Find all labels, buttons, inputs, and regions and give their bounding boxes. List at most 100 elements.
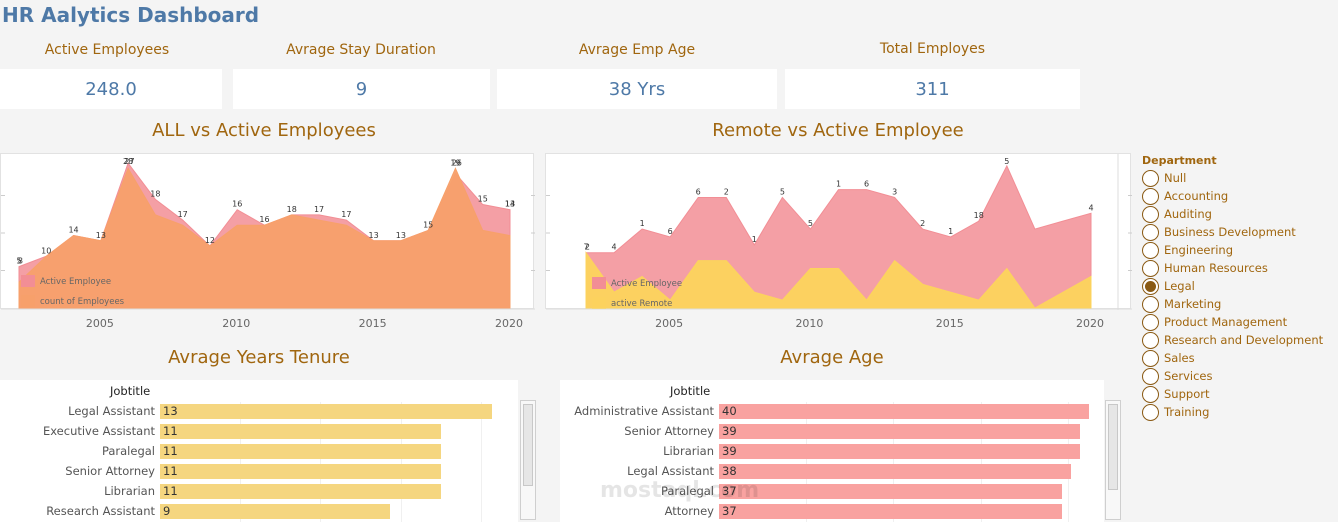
tenure-scrollbar[interactable] [520,400,536,520]
legend-swatch [592,277,606,289]
department-option[interactable]: Product Management [1142,313,1338,331]
bar[interactable] [160,504,390,519]
area-series-1[interactable] [18,167,511,309]
tenure-scroll-thumb[interactable] [523,404,533,486]
data-label: 17 [178,210,188,219]
x-tick-label: 2005 [86,317,114,330]
department-option[interactable]: Business Development [1142,223,1338,241]
data-label: 15 [423,220,433,229]
data-label: 16 [232,200,242,209]
data-label: 14 [505,200,515,209]
data-label: 1 [640,219,645,228]
department-option[interactable]: Services [1142,367,1338,385]
bar-category-label: Legal Assistant [627,464,714,478]
department-filter: Department Null Accounting Auditing Busines… [1142,154,1338,421]
department-option[interactable]: Sales [1142,349,1338,367]
data-label: 12 [205,236,215,245]
kpi-emp-age-label: Avrage Emp Age [578,42,696,58]
data-label: 18 [150,189,160,198]
age-scrollbar[interactable] [1105,400,1121,520]
bar-category-label: Paralegal [660,484,714,498]
data-label: 4 [1088,203,1093,212]
data-label: 13 [369,231,379,240]
kpi-active-employees-label: Active Employees [44,42,170,58]
bar[interactable] [719,464,1071,479]
data-label: 8 [18,257,23,266]
radio-icon[interactable] [1142,385,1159,403]
radio-icon[interactable] [1142,259,1159,277]
radio-icon[interactable] [1142,277,1159,295]
bar[interactable] [160,424,442,439]
radio-icon[interactable] [1142,223,1159,241]
bar[interactable] [719,444,1081,459]
data-label: 27 [124,157,134,166]
department-option[interactable]: Engineering [1142,241,1338,259]
data-label: 13 [505,200,515,209]
all-vs-active-chart-panel: 5 8 10 14 13 28 27 18 17 12 16 16 18 17 17 13 13 15 19 26 15… [0,153,535,310]
jobtitle-column-header: Jobtitle [670,384,711,398]
data-label: 16 [259,215,269,224]
bar[interactable] [160,404,493,419]
department-option[interactable]: Support [1142,385,1338,403]
bar-value-label: 40 [722,404,737,418]
radio-icon[interactable] [1142,169,1159,187]
radio-icon[interactable] [1142,205,1159,223]
bar[interactable] [719,404,1090,419]
radio-icon[interactable] [1142,313,1159,331]
department-option-label: Product Management [1164,315,1288,329]
department-option[interactable]: Human Resources [1142,259,1338,277]
bar[interactable] [719,504,1062,519]
radio-icon[interactable] [1142,367,1159,385]
bar[interactable] [719,484,1062,499]
department-option[interactable]: Null [1142,169,1338,187]
age-scroll-thumb[interactable] [1108,404,1118,490]
watermark: mostaql.com [600,478,760,503]
radio-icon[interactable] [1142,403,1159,421]
bar[interactable] [160,484,442,499]
department-option-label: Accounting [1164,189,1229,203]
bar-value-label: 37 [722,484,737,498]
dashboard-title: HR Aalytics Dashboard [2,3,260,27]
department-option[interactable]: Auditing [1142,205,1338,223]
legend-swatch [21,295,35,307]
x-tick-label: 2010 [222,317,250,330]
kpi-stay-duration-value: 9 [233,69,490,109]
department-option-label: Marketing [1164,297,1222,311]
radio-icon[interactable] [1142,241,1159,259]
tenure-bar-panel: Jobtitle Legal Assistant 13 Executive Assis… [0,380,518,522]
data-label: 17 [314,205,324,214]
data-label: 1 [752,235,757,244]
data-label: 2 [724,187,729,196]
radio-icon[interactable] [1142,295,1159,313]
radio-icon[interactable] [1142,349,1159,367]
department-option[interactable]: Training [1142,403,1338,421]
radio-icon[interactable] [1142,187,1159,205]
legend-label: Active Employee [40,277,111,287]
tenure-title: Avrage Years Tenure [168,347,350,368]
bar-value-label: 11 [163,444,178,458]
bar-value-label: 39 [722,424,737,438]
department-option[interactable]: Research and Development [1142,331,1338,349]
kpi-total-employees-value: 311 [785,69,1080,109]
department-option-label: Services [1164,369,1213,383]
data-label: 2 [920,219,925,228]
age-bar-panel: Jobtitle Administrative Assistant 40 Senior… [560,380,1104,522]
bar[interactable] [719,424,1081,439]
data-label: 15 [478,195,488,204]
data-label: 5 [808,219,813,228]
data-label: 19 [450,158,460,167]
department-option[interactable]: Legal [1142,277,1338,295]
department-filter-title: Department [1142,154,1217,167]
data-label: 10 [41,246,51,255]
department-option[interactable]: Accounting [1142,187,1338,205]
data-label: 18 [287,205,297,214]
department-option[interactable]: Marketing [1142,295,1338,313]
data-label: 5 [16,257,21,266]
area-series-1[interactable] [585,251,1092,309]
data-label: 28 [123,157,133,166]
bar[interactable] [160,464,442,479]
radio-icon[interactable] [1142,331,1159,349]
bar[interactable] [160,444,442,459]
